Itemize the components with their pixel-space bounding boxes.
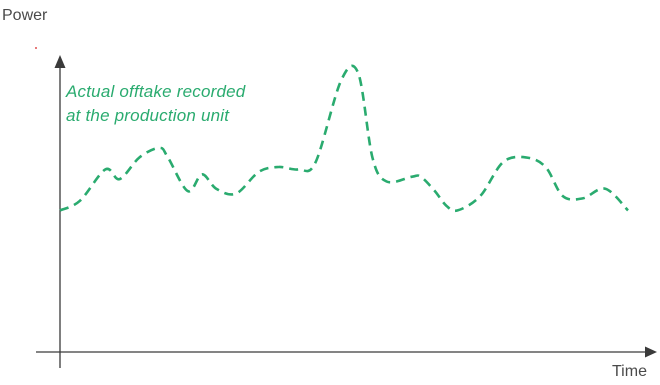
x-axis-label: Time xyxy=(612,363,647,380)
x-axis-arrow xyxy=(645,346,657,358)
y-axis-label: Power xyxy=(2,7,48,24)
marker-dot xyxy=(35,47,37,49)
series-line xyxy=(59,64,629,213)
annotation-line-1: Actual offtake recorded xyxy=(66,82,246,101)
y-axis-arrow xyxy=(54,55,66,68)
annotation-line-2: at the production unit xyxy=(66,106,230,125)
